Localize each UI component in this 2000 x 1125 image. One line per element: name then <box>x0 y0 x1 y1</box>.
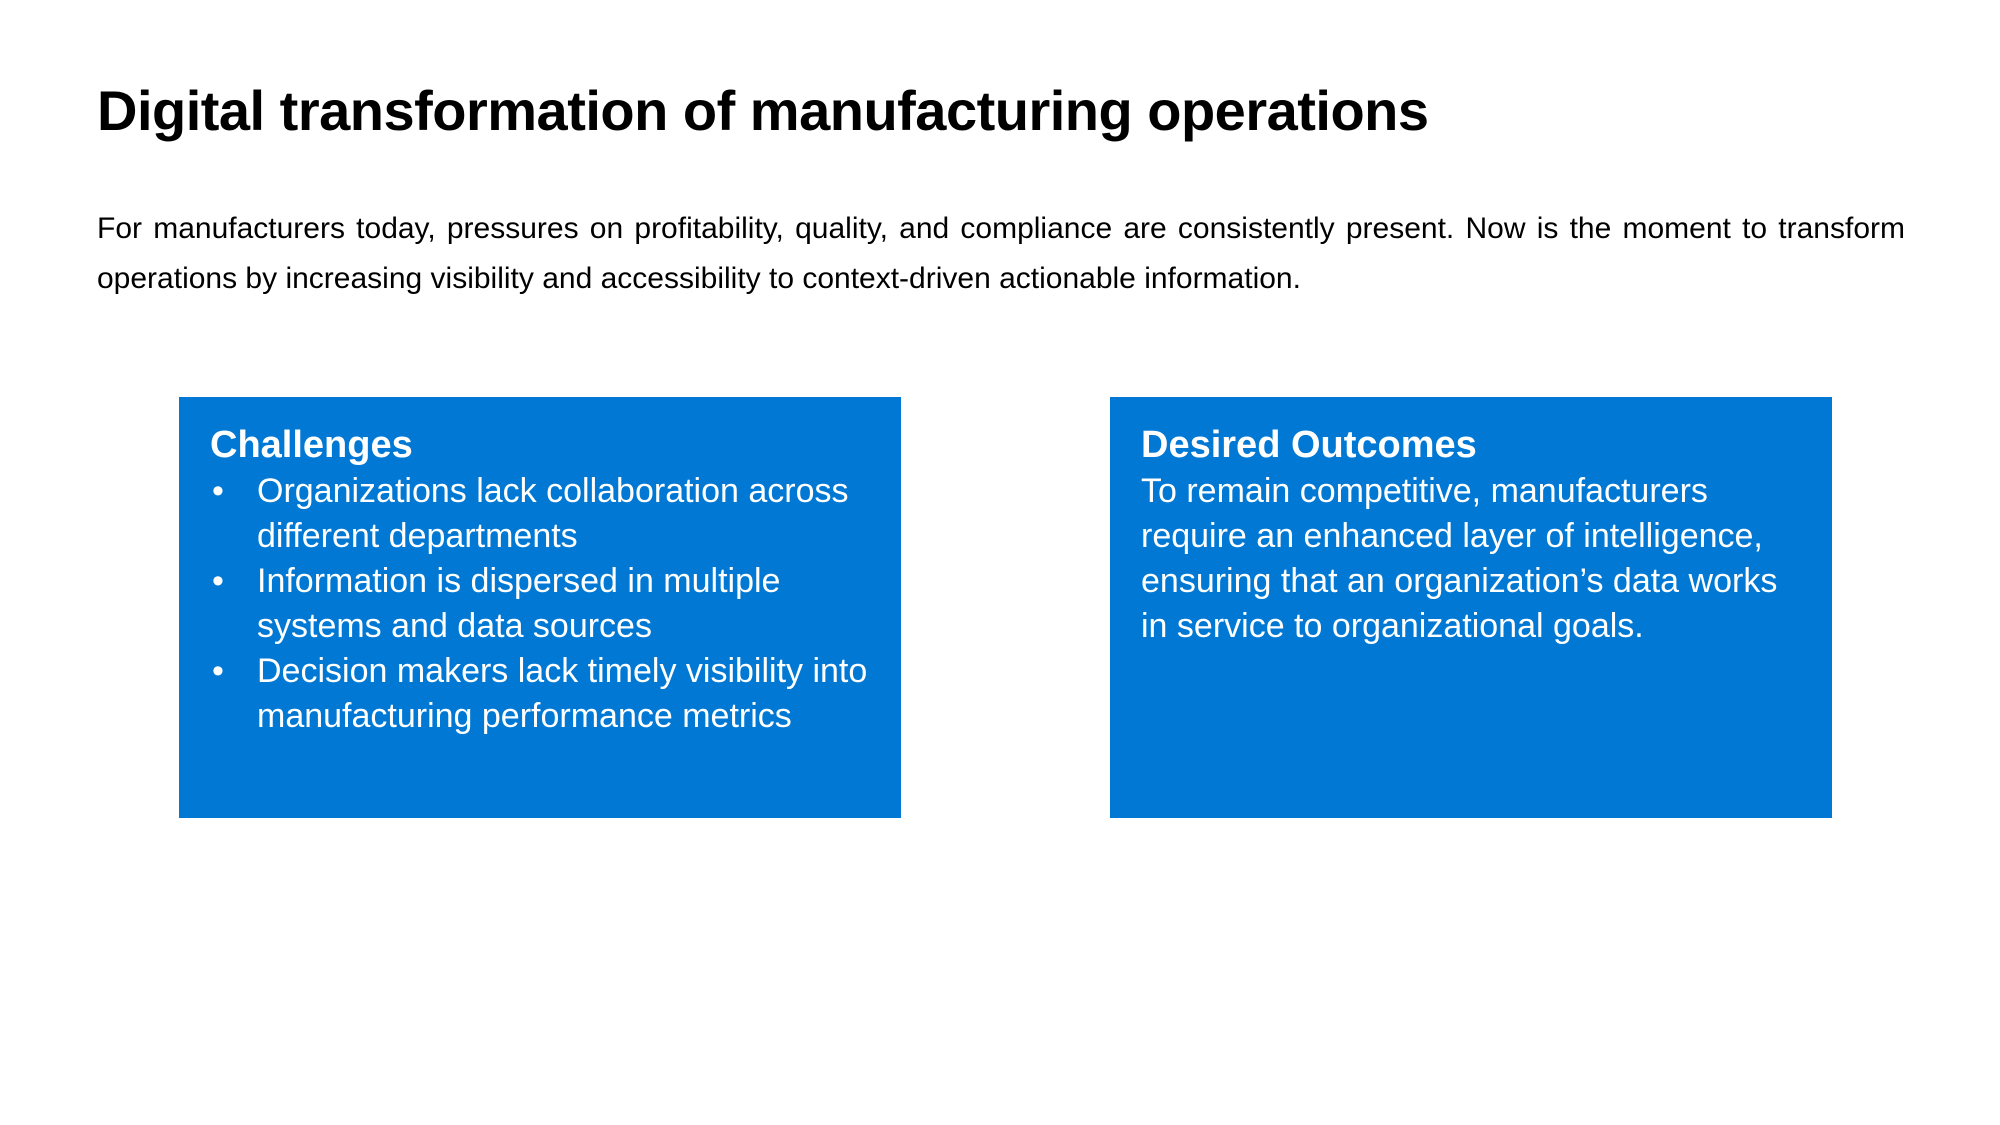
challenges-card: Challenges • Organizations lack collabor… <box>179 397 901 818</box>
bullet-dot-icon: • <box>212 472 224 510</box>
bullet-dot-icon: • <box>212 652 224 690</box>
challenge-item-text: Decision makers lack timely visibility i… <box>257 652 868 735</box>
desired-outcomes-card: Desired Outcomes To remain competitive, … <box>1110 397 1832 818</box>
challenge-item: • Information is dispersed in multiple s… <box>210 559 871 649</box>
challenges-heading: Challenges <box>210 424 413 466</box>
challenge-item-text: Information is dispersed in multiple sys… <box>257 562 781 645</box>
outcomes-heading: Desired Outcomes <box>1141 424 1477 466</box>
challenge-item: • Decision makers lack timely visibility… <box>210 649 871 739</box>
slide-title: Digital transformation of manufacturing … <box>97 79 1429 142</box>
outcomes-body: To remain competitive, manufacturers req… <box>1141 472 1778 645</box>
challenge-item: • Organizations lack collaboration acros… <box>210 469 871 559</box>
intro-paragraph: For manufacturers today, pressures on pr… <box>97 212 1905 295</box>
challenges-list: • Organizations lack collaboration acros… <box>210 469 871 739</box>
bullet-dot-icon: • <box>212 562 224 600</box>
challenge-item-text: Organizations lack collaboration across … <box>257 472 849 555</box>
